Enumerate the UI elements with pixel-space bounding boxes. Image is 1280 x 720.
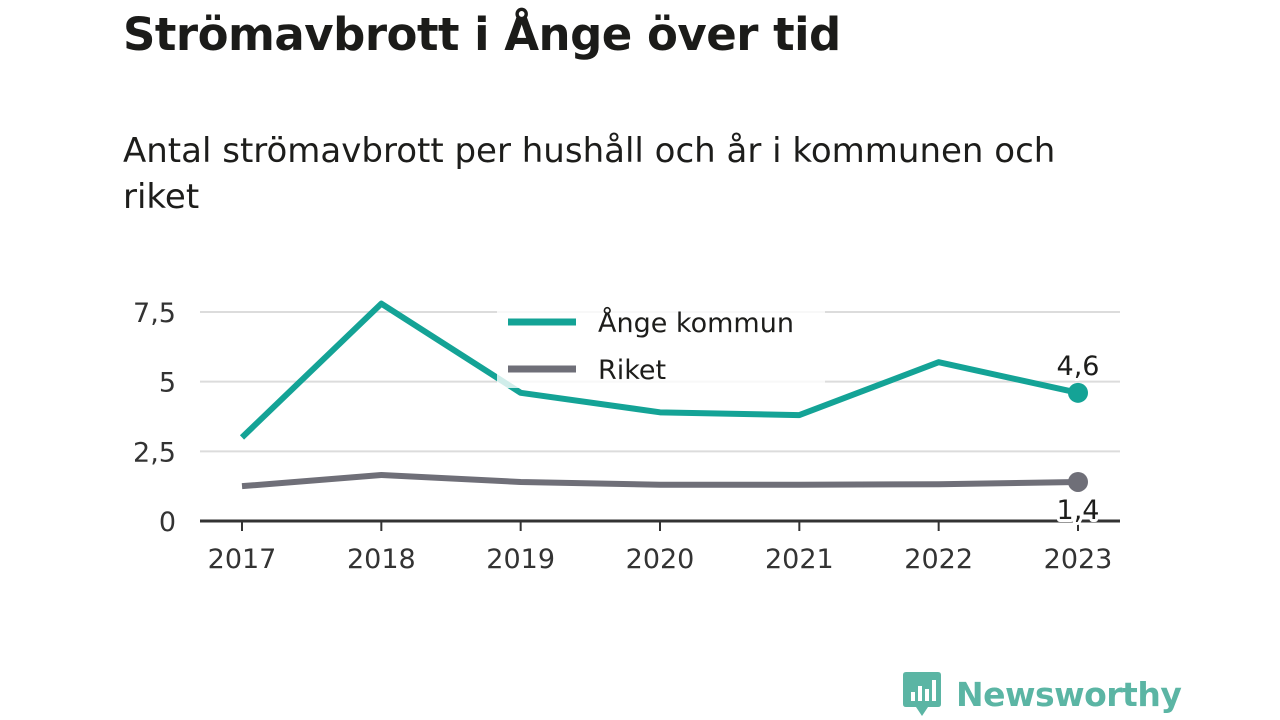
legend-box [497, 296, 825, 388]
series-end-point [1068, 382, 1088, 403]
legend-label: Riket [598, 355, 666, 386]
y-tick-label: 5 [159, 368, 176, 399]
x-tick-label: 2022 [904, 544, 973, 575]
legend-label: Ånge kommun [598, 307, 794, 339]
chart-subtitle: Antal strömavbrott per hushåll och år i … [123, 131, 1056, 217]
x-tick-label: 2017 [208, 544, 277, 575]
y-tick-label: 2,5 [133, 437, 176, 468]
series-end-point [1068, 471, 1088, 492]
data-label: 4,6 [1057, 351, 1100, 382]
y-tick-label: 0 [159, 507, 176, 538]
x-tick-label: 2023 [1044, 544, 1113, 575]
series-line [241, 472, 1079, 490]
x-tick-label: 2021 [765, 544, 834, 575]
newsworthy-logo-text: Newsworthy [956, 674, 1182, 714]
series-line [239, 300, 1079, 440]
newsworthy-logo: Newsworthy [902, 670, 1182, 718]
newsworthy-logo-icon [903, 672, 941, 716]
chart-title: Strömavbrott i Ånge över tid [123, 8, 841, 61]
y-tick-label: 7,5 [133, 298, 176, 329]
data-label: 1,4 [1057, 495, 1100, 526]
x-tick-label: 2018 [347, 544, 416, 575]
x-tick-label: 2020 [626, 544, 695, 575]
x-tick-label: 2019 [486, 544, 555, 575]
